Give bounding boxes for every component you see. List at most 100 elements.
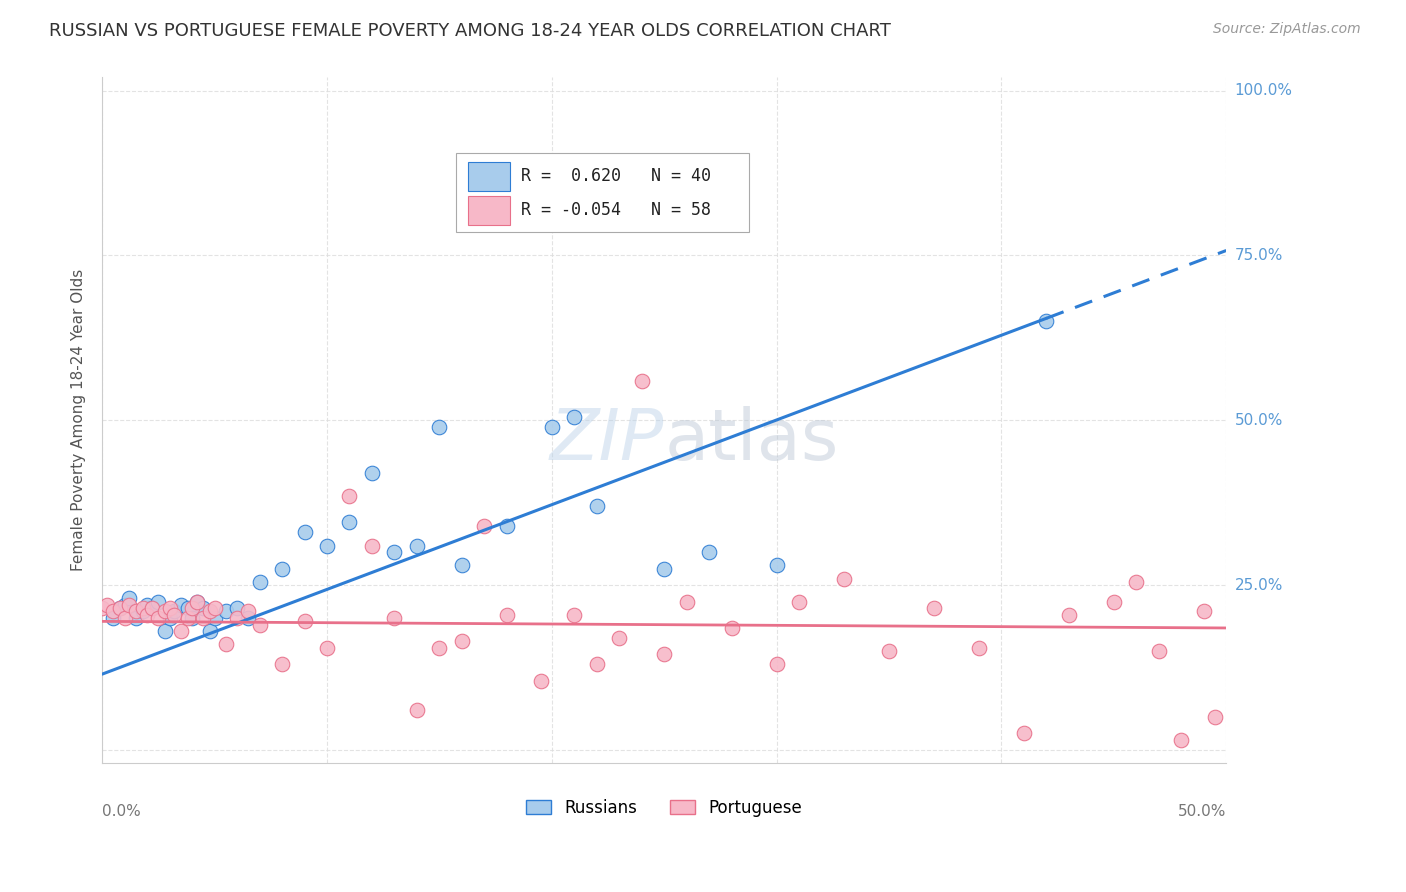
Point — [204, 611, 226, 625]
Point — [249, 617, 271, 632]
Point — [170, 598, 193, 612]
Point — [339, 516, 361, 530]
FancyBboxPatch shape — [468, 161, 510, 191]
Text: 50.0%: 50.0% — [1178, 805, 1226, 819]
Point — [193, 611, 215, 625]
Point — [562, 409, 585, 424]
Point — [153, 605, 176, 619]
Point — [181, 601, 204, 615]
Point — [131, 605, 153, 619]
Point — [108, 601, 131, 615]
Point — [652, 648, 675, 662]
Point — [316, 640, 339, 655]
Point — [496, 518, 519, 533]
Point — [215, 605, 238, 619]
Point — [271, 657, 294, 672]
Point — [1125, 574, 1147, 589]
Text: RUSSIAN VS PORTUGUESE FEMALE POVERTY AMONG 18-24 YEAR OLDS CORRELATION CHART: RUSSIAN VS PORTUGUESE FEMALE POVERTY AMO… — [49, 22, 891, 40]
Point — [540, 420, 562, 434]
Point — [96, 598, 118, 612]
Point — [1035, 314, 1057, 328]
Point — [429, 420, 451, 434]
Text: 50.0%: 50.0% — [1234, 413, 1282, 428]
Point — [170, 624, 193, 639]
Point — [877, 644, 900, 658]
Point — [384, 545, 406, 559]
Point — [118, 598, 141, 612]
Point — [496, 607, 519, 622]
Point — [148, 594, 170, 608]
Point — [1192, 605, 1215, 619]
Point — [238, 611, 260, 625]
Point — [193, 601, 215, 615]
Point — [238, 605, 260, 619]
FancyBboxPatch shape — [457, 153, 748, 232]
Point — [630, 374, 652, 388]
Point — [136, 607, 159, 622]
Point — [406, 539, 429, 553]
Point — [114, 598, 136, 612]
Point — [198, 624, 221, 639]
Point — [361, 466, 384, 480]
Point — [1057, 607, 1080, 622]
Text: 25.0%: 25.0% — [1234, 578, 1282, 592]
Text: Source: ZipAtlas.com: Source: ZipAtlas.com — [1213, 22, 1361, 37]
Legend: Russians, Portuguese: Russians, Portuguese — [519, 792, 810, 823]
Point — [429, 640, 451, 655]
Point — [294, 615, 316, 629]
Point — [226, 611, 249, 625]
Point — [652, 561, 675, 575]
Point — [1204, 710, 1226, 724]
Text: 0.0%: 0.0% — [103, 805, 141, 819]
Point — [529, 673, 551, 688]
Y-axis label: Female Poverty Among 18-24 Year Olds: Female Poverty Among 18-24 Year Olds — [72, 269, 86, 572]
Text: R =  0.620   N = 40: R = 0.620 N = 40 — [522, 167, 711, 186]
Point — [125, 605, 148, 619]
Point — [451, 558, 474, 573]
Point — [118, 591, 141, 606]
Point — [832, 572, 855, 586]
Point — [163, 607, 186, 622]
Point — [181, 611, 204, 625]
Text: 75.0%: 75.0% — [1234, 248, 1282, 263]
Point — [474, 518, 496, 533]
Text: ZIP: ZIP — [550, 407, 664, 475]
Point — [787, 594, 810, 608]
Point — [186, 594, 208, 608]
Point — [316, 539, 339, 553]
Point — [384, 611, 406, 625]
Point — [720, 621, 742, 635]
Point — [249, 574, 271, 589]
Point — [1102, 594, 1125, 608]
Point — [148, 611, 170, 625]
Point — [176, 611, 198, 625]
Point — [141, 601, 163, 615]
Point — [153, 624, 176, 639]
Point — [562, 607, 585, 622]
Point — [967, 640, 990, 655]
Point — [136, 598, 159, 612]
Point — [114, 611, 136, 625]
Text: R = -0.054   N = 58: R = -0.054 N = 58 — [522, 202, 711, 219]
Point — [451, 634, 474, 648]
Point — [103, 605, 125, 619]
Point — [271, 561, 294, 575]
Text: 100.0%: 100.0% — [1234, 83, 1292, 98]
Point — [159, 611, 181, 625]
Point — [697, 545, 720, 559]
Point — [226, 601, 249, 615]
Point — [215, 637, 238, 651]
Point — [141, 601, 163, 615]
Point — [765, 657, 787, 672]
Point — [1170, 733, 1192, 747]
Text: atlas: atlas — [664, 407, 838, 475]
Point — [361, 539, 384, 553]
Point — [186, 594, 208, 608]
Point — [103, 611, 125, 625]
Point — [585, 499, 607, 513]
Point — [163, 605, 186, 619]
Point — [176, 601, 198, 615]
Point — [108, 601, 131, 615]
Point — [339, 489, 361, 503]
Point — [131, 601, 153, 615]
